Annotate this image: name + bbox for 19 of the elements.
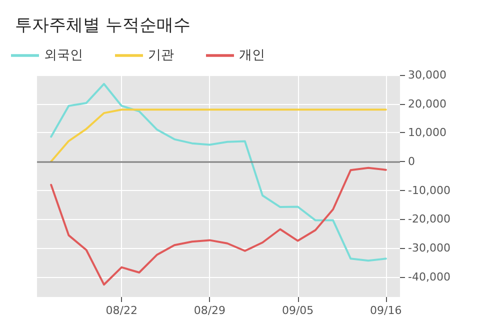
legend-label: 개인 — [239, 48, 265, 63]
x-tick-label: 08/22 — [106, 304, 138, 317]
x-tick-label: 09/05 — [282, 304, 314, 317]
y-tick-label: 30,000 — [408, 68, 446, 82]
legend-label: 외국인 — [44, 48, 83, 63]
y-tick-label: -10,000 — [408, 184, 450, 197]
line-series — [50, 166, 387, 286]
y-tick-label: 10,000 — [408, 126, 446, 140]
legend-label: 기관 — [148, 48, 174, 63]
y-tick-label: -40,000 — [408, 270, 450, 284]
line-series — [50, 82, 387, 262]
x-tick-label: 09/16 — [370, 304, 402, 317]
line-series — [50, 108, 387, 162]
chart-title: 투자주체별 누적순매수 — [15, 16, 190, 36]
x-tick-label: 08/29 — [194, 304, 226, 317]
y-tick-label: -30,000 — [408, 241, 450, 254]
y-tick-label: 20,000 — [408, 97, 446, 110]
y-tick-label: 0 — [408, 154, 415, 168]
y-tick-label: -20,000 — [408, 212, 450, 226]
